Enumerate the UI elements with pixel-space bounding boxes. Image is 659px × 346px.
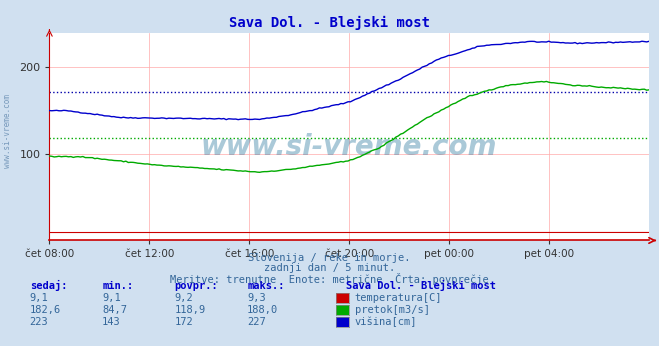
Text: zadnji dan / 5 minut.: zadnji dan / 5 minut. (264, 263, 395, 273)
Text: 188,0: 188,0 (247, 305, 278, 315)
Text: 9,1: 9,1 (30, 293, 48, 303)
Text: povpr.:: povpr.: (175, 281, 218, 291)
Text: 118,9: 118,9 (175, 305, 206, 315)
Text: Sava Dol. - Blejski most: Sava Dol. - Blejski most (346, 280, 496, 291)
Text: 172: 172 (175, 317, 193, 327)
Text: Slovenija / reke in morje.: Slovenija / reke in morje. (248, 253, 411, 263)
Text: 84,7: 84,7 (102, 305, 127, 315)
Text: 182,6: 182,6 (30, 305, 61, 315)
Text: maks.:: maks.: (247, 281, 285, 291)
Text: sedaj:: sedaj: (30, 280, 67, 291)
Text: 9,2: 9,2 (175, 293, 193, 303)
Text: temperatura[C]: temperatura[C] (355, 293, 442, 303)
Text: www.si-vreme.com: www.si-vreme.com (3, 94, 13, 169)
Text: 9,3: 9,3 (247, 293, 266, 303)
Text: 143: 143 (102, 317, 121, 327)
Text: 227: 227 (247, 317, 266, 327)
Text: min.:: min.: (102, 281, 133, 291)
Text: 9,1: 9,1 (102, 293, 121, 303)
Text: Sava Dol. - Blejski most: Sava Dol. - Blejski most (229, 16, 430, 30)
Text: pretok[m3/s]: pretok[m3/s] (355, 305, 430, 315)
Text: višina[cm]: višina[cm] (355, 317, 417, 327)
Text: www.si-vreme.com: www.si-vreme.com (201, 133, 498, 161)
Text: 223: 223 (30, 317, 48, 327)
Text: Meritve: trenutne  Enote: metrične  Črta: povprečje: Meritve: trenutne Enote: metrične Črta: … (170, 273, 489, 285)
